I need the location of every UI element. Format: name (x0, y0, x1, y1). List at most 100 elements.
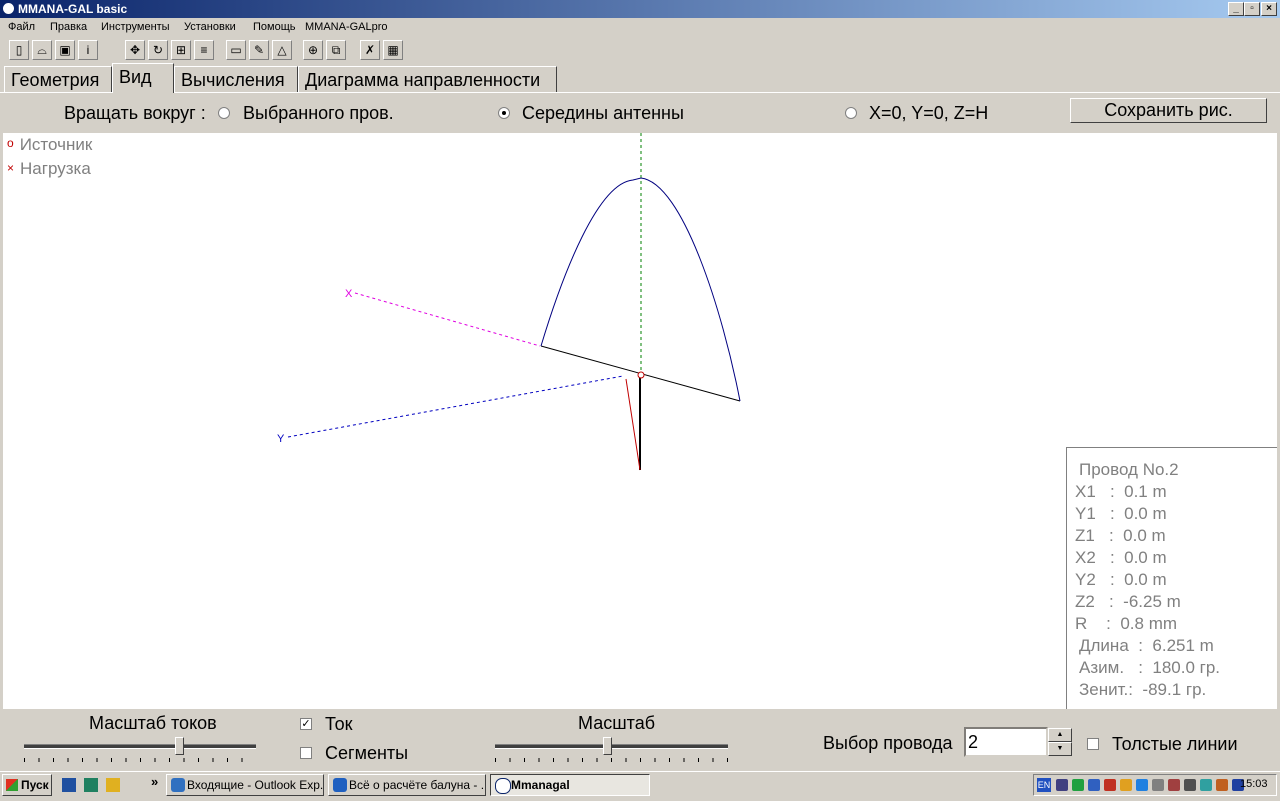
segments-checkbox-label[interactable]: Сегменты (325, 743, 409, 763)
antenna-view-drawing: X Y (277, 133, 741, 471)
zoom-icon[interactable]: ⊞ (171, 40, 191, 60)
tray-brown-icon[interactable] (1216, 779, 1228, 791)
wire-info-y1: Y1 : 0.0 m (1075, 504, 1167, 523)
calculator-icon[interactable]: ▦ (383, 40, 403, 60)
segments-checkbox[interactable] (300, 747, 312, 759)
task-outlook[interactable]: Входящие - Outlook Exp... (166, 774, 324, 796)
wire-info-y2: Y2 : 0.0 m (1075, 570, 1167, 589)
tab-view[interactable]: Вид (112, 63, 174, 93)
antenna-view-canvas[interactable]: X Y (3, 133, 1277, 709)
current-scale-slider[interactable] (24, 744, 256, 749)
new-file-icon[interactable]: ▯ (9, 40, 29, 60)
tray-green-icon[interactable] (1072, 779, 1084, 791)
wire-spin-down-icon[interactable]: ▼ (1048, 742, 1072, 756)
tray-teal-icon[interactable] (1200, 779, 1212, 791)
tray-gray-icon[interactable] (1152, 779, 1164, 791)
network-icon[interactable] (1056, 779, 1068, 791)
thick-lines-label[interactable]: Толстые линии (1112, 734, 1238, 754)
toolbar: ▯ ⌓ ▣ i ✥ ↻ ⊞ ≡ ▭ ✎ △ ⊕ ⧉ ✗ ▦ (0, 38, 1280, 64)
ie-icon (333, 778, 347, 792)
page-icon[interactable]: ▭ (226, 40, 246, 60)
copy-icon[interactable]: ⧉ (326, 40, 346, 60)
quicklaunch-chevron-icon[interactable]: » (151, 774, 159, 789)
window-title: MMANA-GAL basic (18, 2, 128, 16)
close-button[interactable]: × (1261, 2, 1277, 16)
quicklaunch-app-icon[interactable] (106, 778, 120, 792)
edit-icon[interactable]: ✎ (249, 40, 269, 60)
tray-red-icon[interactable] (1104, 779, 1116, 791)
current-scale-ticks (24, 758, 256, 762)
move-icon[interactable]: ✥ (125, 40, 145, 60)
radio-selected-wire-label[interactable]: Выбранного пров. (243, 103, 394, 123)
rotate-icon[interactable]: ↻ (148, 40, 168, 60)
tray-window-icon[interactable] (1088, 779, 1100, 791)
current-scale-label: Масштаб токов (89, 713, 217, 733)
quicklaunch-desktop-icon[interactable] (62, 778, 76, 792)
scale-label: Масштаб (578, 713, 656, 733)
save-icon[interactable]: ▣ (55, 40, 75, 60)
app-icon (2, 2, 15, 15)
tab-pattern[interactable]: Диаграмма направленности (298, 66, 557, 92)
wire-info-zenith: Зенит.: -89.1 гр. (1079, 680, 1207, 699)
legend-load: × Нагрузка (7, 159, 91, 178)
radio-origin[interactable] (845, 107, 857, 119)
wire-info-azimuth: Азим. : 180.0 гр. (1079, 658, 1221, 677)
minimize-button[interactable]: _ (1228, 2, 1244, 16)
menu-settings[interactable]: Установки (184, 21, 236, 33)
source-marker (637, 371, 645, 379)
radio-antenna-center-label[interactable]: Середины антенны (522, 103, 684, 123)
task-mmanagal[interactable]: Mmanagal (490, 774, 650, 796)
tray-dark-icon[interactable] (1184, 779, 1196, 791)
tab-panel-border (0, 92, 1280, 93)
maximize-button[interactable]: ▫ (1244, 2, 1260, 16)
menu-edit[interactable]: Правка (50, 21, 88, 33)
menu-pro[interactable]: MMANA-GALpro (305, 21, 388, 33)
wire-info-x1: X1 : 0.1 m (1075, 482, 1167, 501)
grid-icon[interactable]: ≡ (194, 40, 214, 60)
thick-lines-checkbox[interactable] (1087, 738, 1099, 750)
tray-shield-icon[interactable] (1136, 779, 1148, 791)
wire-select-label: Выбор провода (823, 733, 953, 753)
tools-icon[interactable]: ✗ (360, 40, 380, 60)
wire-info-z1: Z1 : 0.0 m (1075, 526, 1166, 545)
radio-antenna-center[interactable] (498, 107, 510, 119)
current-scale-thumb[interactable] (175, 737, 185, 755)
wire-info-z2: Z2 : -6.25 m (1075, 592, 1181, 611)
legend-source: o Источник (7, 135, 93, 154)
load-legend-icon: × (7, 161, 15, 175)
menu-help[interactable]: Помощь (253, 21, 296, 33)
wire-info-title: Провод No.2 (1079, 460, 1179, 479)
save-picture-button[interactable]: Сохранить рис. (1070, 98, 1267, 123)
triangle-icon[interactable]: △ (272, 40, 292, 60)
current-curve (540, 177, 741, 402)
wire-info-panel: Провод No.2 X1 : 0.1 m Y1 : 0.0 m Z1 : 0… (1066, 447, 1277, 709)
start-button[interactable]: Пуск (2, 774, 52, 796)
tray-blue-icon[interactable] (1232, 779, 1244, 791)
target-icon[interactable]: ⊕ (303, 40, 323, 60)
language-indicator[interactable]: EN (1037, 778, 1051, 792)
wire-spin-up-icon[interactable]: ▲ (1048, 728, 1072, 742)
quicklaunch-browser-icon[interactable] (84, 778, 98, 792)
wire-select-input[interactable]: 2 (964, 727, 1048, 757)
open-folder-icon[interactable]: ⌓ (32, 40, 52, 60)
current-checkbox[interactable]: ✓ (300, 718, 312, 730)
tab-calculations[interactable]: Вычисления (174, 66, 298, 92)
y-axis-line (287, 375, 624, 438)
windows-logo-icon (6, 779, 18, 791)
rotate-label: Вращать вокруг : (64, 103, 206, 123)
menu-file[interactable]: Файл (8, 21, 36, 33)
tray-tool-icon[interactable] (1168, 779, 1180, 791)
scale-ticks (495, 758, 728, 762)
info-icon[interactable]: i (78, 40, 98, 60)
radio-selected-wire[interactable] (218, 107, 230, 119)
task-browser[interactable]: Всё о расчёте балуна - ... (328, 774, 486, 796)
mmana-icon (495, 778, 511, 794)
menu-tools[interactable]: Инструменты (101, 21, 170, 33)
tray-orange-icon[interactable] (1120, 779, 1132, 791)
source-legend-icon: o (7, 136, 14, 150)
radio-origin-label[interactable]: X=0, Y=0, Z=H (869, 103, 989, 123)
tab-geometry[interactable]: Геометрия (4, 66, 112, 92)
scale-thumb[interactable] (602, 737, 612, 755)
current-checkbox-label[interactable]: Ток (325, 714, 353, 734)
current-vertical (625, 378, 641, 471)
